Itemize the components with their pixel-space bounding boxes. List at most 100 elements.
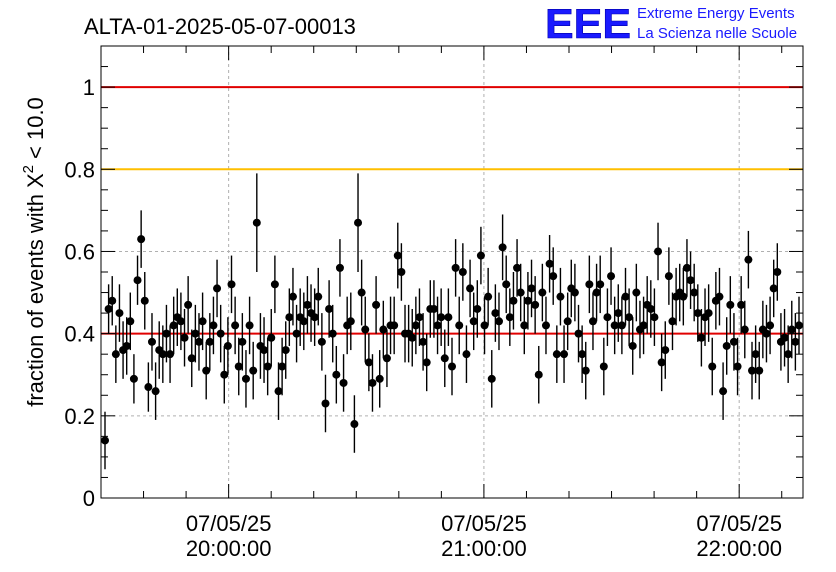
point-marker bbox=[151, 387, 160, 396]
data-point bbox=[776, 313, 785, 371]
point-marker bbox=[654, 247, 663, 256]
point-marker bbox=[686, 276, 695, 285]
data-point bbox=[733, 337, 742, 396]
data-point bbox=[155, 321, 164, 379]
point-marker bbox=[220, 370, 229, 379]
data-point bbox=[531, 276, 540, 334]
data-point bbox=[664, 247, 673, 305]
point-marker bbox=[169, 321, 178, 330]
data-point bbox=[494, 292, 503, 351]
point-marker bbox=[682, 263, 691, 272]
point-marker bbox=[719, 387, 728, 396]
point-marker bbox=[523, 296, 532, 305]
point-marker bbox=[545, 259, 554, 268]
y-tick-label: 0.4 bbox=[64, 322, 95, 347]
data-point bbox=[422, 333, 431, 392]
data-point bbox=[354, 173, 363, 272]
point-marker bbox=[607, 272, 616, 281]
point-marker bbox=[437, 313, 446, 322]
point-marker bbox=[267, 333, 276, 342]
point-marker bbox=[621, 292, 630, 301]
data-point bbox=[795, 296, 803, 355]
point-marker bbox=[690, 288, 699, 297]
data-point bbox=[187, 329, 196, 388]
point-marker bbox=[314, 292, 323, 301]
data-point bbox=[209, 296, 218, 355]
point-marker bbox=[625, 313, 634, 322]
point-marker bbox=[599, 362, 608, 371]
point-marker bbox=[628, 341, 637, 350]
data-point bbox=[784, 325, 793, 383]
point-marker bbox=[484, 292, 493, 301]
data-point bbox=[679, 267, 688, 326]
point-marker bbox=[364, 358, 373, 367]
data-point bbox=[502, 255, 511, 314]
point-marker bbox=[144, 383, 153, 392]
point-marker bbox=[726, 300, 735, 309]
data-point bbox=[758, 300, 767, 359]
data-point bbox=[487, 350, 496, 408]
data-point bbox=[780, 308, 789, 367]
data-point bbox=[762, 304, 771, 363]
data-point bbox=[722, 317, 731, 375]
data-point bbox=[350, 395, 359, 453]
y-tick-label: 0 bbox=[83, 486, 95, 511]
data-point bbox=[711, 272, 720, 330]
point-marker bbox=[664, 272, 673, 281]
data-point bbox=[625, 288, 634, 346]
data-point bbox=[693, 284, 702, 342]
point-marker bbox=[231, 321, 240, 330]
data-point bbox=[393, 222, 402, 289]
data-point bbox=[549, 247, 558, 305]
chart-title: ALTA-01-2025-05-07-00013 bbox=[84, 14, 356, 39]
point-marker bbox=[274, 387, 283, 396]
point-marker bbox=[328, 329, 337, 338]
point-marker bbox=[473, 304, 482, 313]
data-point bbox=[538, 263, 547, 322]
data-point bbox=[672, 267, 681, 326]
data-point bbox=[751, 325, 760, 383]
point-marker bbox=[527, 284, 536, 293]
data-point bbox=[137, 210, 146, 268]
data-point bbox=[646, 280, 655, 338]
data-point bbox=[256, 313, 265, 379]
data-point bbox=[241, 350, 250, 408]
data-point bbox=[773, 243, 782, 301]
data-point bbox=[527, 259, 536, 318]
point-marker bbox=[325, 304, 334, 313]
point-marker bbox=[744, 255, 753, 264]
data-point bbox=[458, 243, 467, 301]
data-point bbox=[357, 259, 366, 326]
point-marker bbox=[361, 325, 370, 334]
data-point bbox=[129, 354, 138, 404]
x-tick-date: 07/05/25 bbox=[441, 511, 527, 536]
data-point bbox=[325, 280, 334, 338]
data-point bbox=[476, 226, 485, 285]
point-marker bbox=[581, 366, 590, 375]
point-marker bbox=[476, 251, 485, 260]
point-marker bbox=[639, 321, 648, 330]
data-point bbox=[176, 292, 185, 351]
data-point bbox=[202, 341, 211, 400]
point-marker bbox=[552, 350, 561, 359]
y-tick-label: 0.8 bbox=[64, 157, 95, 182]
point-marker bbox=[140, 296, 149, 305]
data-point bbox=[541, 296, 550, 355]
data-point bbox=[769, 259, 778, 318]
data-point bbox=[632, 263, 641, 322]
data-point bbox=[729, 313, 738, 371]
data-point bbox=[748, 341, 757, 400]
data-point bbox=[491, 284, 500, 342]
point-marker bbox=[241, 374, 250, 383]
point-marker bbox=[502, 280, 511, 289]
data-point bbox=[223, 317, 232, 375]
point-marker bbox=[462, 350, 471, 359]
point-marker bbox=[299, 317, 308, 326]
point-marker bbox=[332, 370, 341, 379]
data-point bbox=[245, 296, 254, 355]
y-tick-label: 0.6 bbox=[64, 239, 95, 264]
point-marker bbox=[419, 337, 428, 346]
data-point bbox=[437, 288, 446, 346]
point-marker bbox=[538, 288, 547, 297]
